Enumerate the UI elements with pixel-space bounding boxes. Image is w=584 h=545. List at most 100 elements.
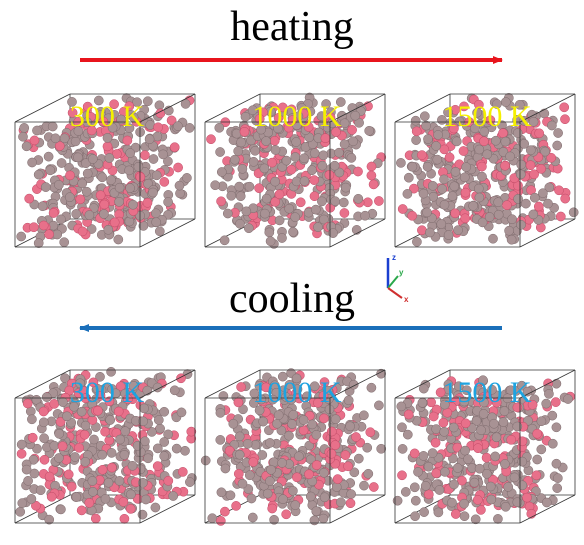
atom (240, 127, 249, 136)
atom (125, 166, 134, 175)
atom (152, 171, 161, 180)
atom (235, 450, 244, 459)
atom (359, 481, 368, 490)
atom (542, 399, 551, 408)
atom (440, 145, 449, 154)
atom (354, 454, 363, 463)
atom (544, 389, 553, 398)
atom (104, 478, 113, 487)
atom (396, 158, 405, 167)
atom (411, 496, 420, 505)
atom (434, 130, 443, 139)
atom (81, 421, 90, 430)
atom (226, 491, 235, 500)
atom (448, 192, 457, 201)
atom (540, 109, 549, 118)
atom (155, 227, 164, 236)
atom (310, 149, 319, 158)
atom (556, 212, 565, 221)
atom (483, 150, 492, 159)
atom (494, 210, 503, 219)
atom (156, 424, 165, 433)
atom (149, 154, 158, 163)
atom (420, 112, 429, 121)
atom (121, 427, 130, 436)
atom (325, 170, 334, 179)
atom (369, 180, 378, 189)
atom (522, 493, 531, 502)
atom (412, 237, 421, 246)
atom (101, 494, 110, 503)
atom (170, 143, 179, 152)
atom (516, 170, 525, 179)
atom (49, 208, 58, 217)
atom (547, 121, 556, 130)
atom (175, 181, 184, 190)
atom (245, 182, 254, 191)
atom (38, 202, 47, 211)
atom (25, 194, 34, 203)
atom (242, 207, 251, 216)
atom (554, 128, 563, 137)
atom (479, 409, 488, 418)
atom (282, 510, 291, 519)
atom (48, 122, 57, 131)
atom (507, 215, 516, 224)
atom (98, 450, 107, 459)
atom (296, 198, 305, 207)
atom (40, 434, 49, 443)
atom (96, 191, 105, 200)
atom (238, 479, 247, 488)
atom (249, 457, 258, 466)
atom (54, 453, 63, 462)
atom (292, 137, 301, 146)
atom (404, 173, 413, 182)
atom (50, 441, 59, 450)
atom (344, 462, 353, 471)
atom (349, 137, 358, 146)
atom (363, 198, 372, 207)
atom (288, 486, 297, 495)
atom (28, 433, 37, 442)
atom (500, 459, 509, 468)
atom (477, 426, 486, 435)
atom (569, 208, 578, 217)
atom (310, 516, 319, 525)
temperature-label: 300 K (70, 376, 145, 409)
x-axis (388, 288, 402, 298)
atom (300, 177, 309, 186)
atom (17, 232, 26, 241)
atom (170, 386, 179, 395)
atom (247, 494, 256, 503)
heating-title: heating (230, 4, 354, 50)
atom (493, 514, 502, 523)
atom (311, 205, 320, 214)
atom (82, 187, 91, 196)
atom (513, 422, 522, 431)
atom (320, 493, 329, 502)
atom (126, 184, 135, 193)
atom (507, 435, 516, 444)
atom (32, 126, 41, 135)
atom (39, 407, 48, 416)
atom (219, 391, 228, 400)
atom (452, 137, 461, 146)
atom (268, 504, 277, 513)
atom (425, 228, 434, 237)
atom (454, 226, 463, 235)
atom (39, 418, 48, 427)
cube-edge (15, 94, 70, 122)
atom (185, 478, 194, 487)
atom (313, 223, 322, 232)
atom (431, 438, 440, 447)
atom (507, 235, 516, 244)
atom (513, 498, 522, 507)
atom (367, 171, 376, 180)
atom (533, 455, 542, 464)
atom (344, 396, 353, 405)
atom (351, 111, 360, 120)
atom (333, 475, 342, 484)
atom (115, 183, 124, 192)
atom (187, 427, 196, 436)
atom (435, 485, 444, 494)
